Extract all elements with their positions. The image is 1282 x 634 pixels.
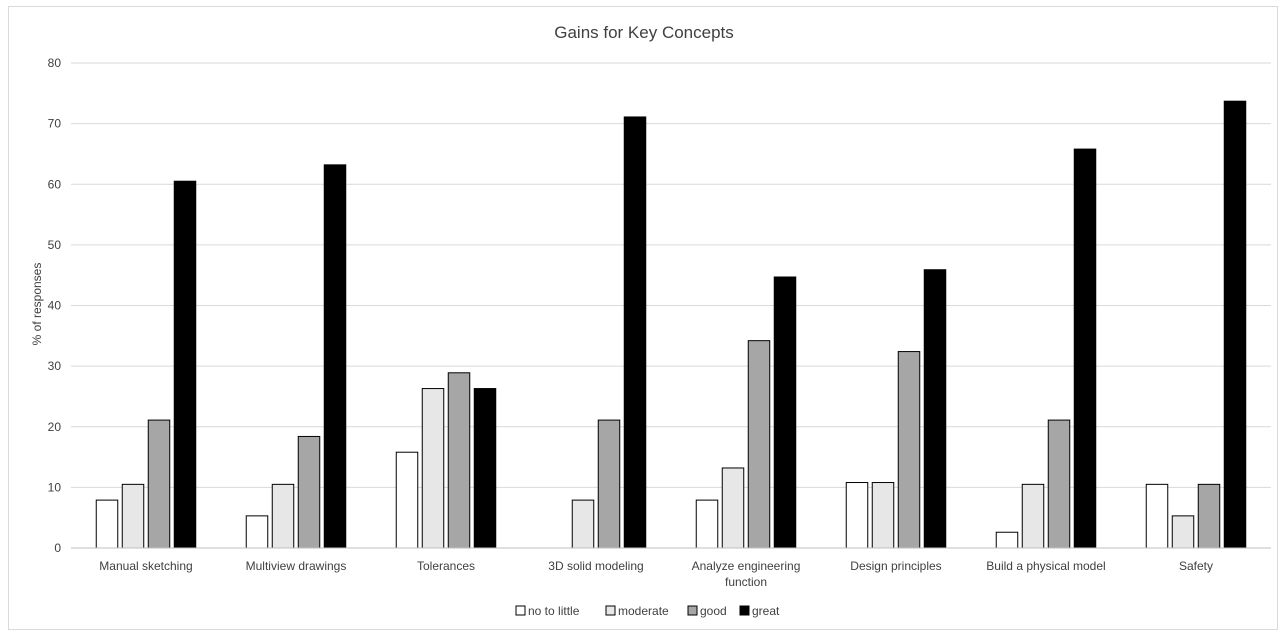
x-tick-label: Manual sketching [99, 559, 192, 573]
y-tick-label: 30 [48, 359, 62, 373]
y-tick-label: 0 [54, 541, 61, 555]
bar-chart: Gains for Key Concepts % of responses 0 1… [30, 23, 1271, 618]
y-tick-label: 60 [48, 177, 62, 191]
y-axis-label: % of responses [30, 263, 44, 346]
bar [1197, 483, 1221, 549]
bar [421, 388, 445, 549]
bar [1021, 483, 1045, 549]
legend-swatch [515, 605, 526, 616]
legend-swatch [687, 605, 698, 616]
bar [1171, 515, 1195, 549]
bar [871, 482, 895, 549]
bar [923, 269, 947, 549]
legend-label: moderate [618, 604, 669, 618]
y-tick-label: 50 [48, 238, 62, 252]
bar [623, 116, 647, 549]
bar [95, 499, 119, 549]
x-tick-label: function [725, 575, 767, 589]
bar [297, 435, 321, 549]
bar [147, 419, 171, 549]
bar [747, 340, 771, 549]
bar [571, 499, 595, 549]
x-tick-label: Tolerances [417, 559, 475, 573]
y-tick-label: 70 [48, 117, 62, 131]
bar [695, 499, 719, 549]
bar [245, 515, 269, 549]
chart-title: Gains for Key Concepts [554, 23, 734, 42]
x-tick-label: Multiview drawings [246, 559, 347, 573]
bar [271, 483, 295, 549]
y-tick-label: 80 [48, 56, 62, 70]
bar [173, 180, 197, 549]
bar [995, 531, 1019, 549]
gridlines [71, 62, 1271, 488]
bar [395, 451, 419, 549]
bar [1073, 148, 1097, 549]
bar [1145, 483, 1169, 549]
x-tick-label: Design principles [850, 559, 941, 573]
y-tick-labels: 0 10 20 30 40 50 60 70 80 [48, 56, 62, 555]
bar [597, 419, 621, 549]
bar [473, 388, 497, 549]
bar [121, 483, 145, 549]
bar [845, 482, 869, 549]
y-tick-label: 40 [48, 299, 62, 313]
legend: no to little moderate good great [515, 604, 780, 618]
y-tick-label: 20 [48, 420, 62, 434]
legend-label: good [700, 604, 727, 618]
x-tick-label: Safety [1179, 559, 1213, 573]
legend-label: great [752, 604, 780, 618]
bar [721, 467, 745, 549]
category-labels: Manual sketching Multiview drawings Tolera… [99, 559, 1213, 589]
chart-frame: Gains for Key Concepts % of responses 0 1… [8, 6, 1278, 630]
x-tick-label: Build a physical model [986, 559, 1105, 573]
legend-swatch [739, 605, 750, 616]
legend-label: no to little [528, 604, 580, 618]
bar [323, 164, 347, 549]
bar [1223, 100, 1247, 549]
y-tick-label: 10 [48, 480, 62, 494]
x-tick-label: Analyze engineering [692, 559, 801, 573]
legend-swatch [605, 605, 616, 616]
bar [773, 276, 797, 549]
bar [447, 372, 471, 549]
bar [1047, 419, 1071, 549]
bar [897, 351, 921, 549]
x-tick-label: 3D solid modeling [548, 559, 643, 573]
bars [95, 100, 1247, 549]
